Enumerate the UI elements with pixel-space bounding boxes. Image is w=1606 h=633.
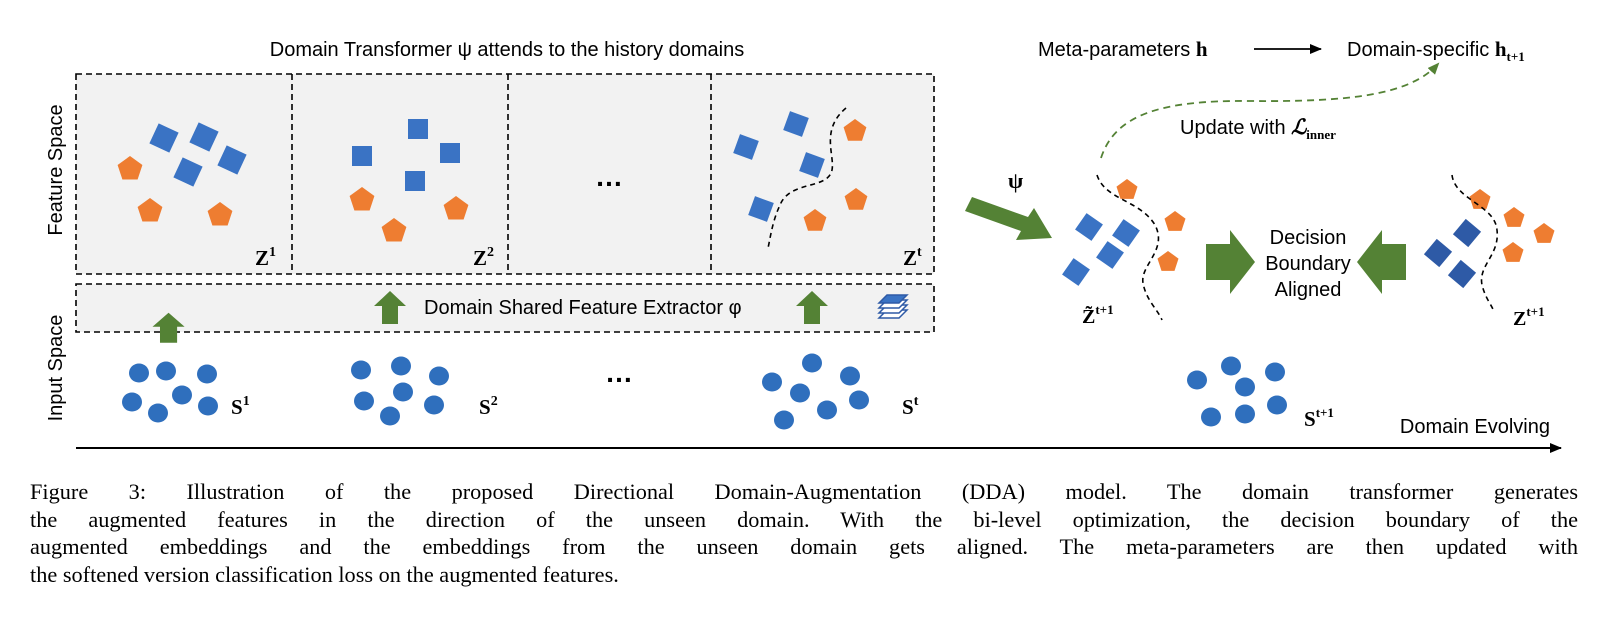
blue-square [217, 145, 247, 175]
input-set-st1 [1187, 356, 1287, 427]
panel-label-z2: Z2 [473, 245, 494, 270]
target-boundary-dashed [1451, 174, 1498, 313]
blue-square [352, 146, 372, 166]
orange-pentagon [137, 198, 163, 222]
dark-blue-square [1447, 259, 1477, 289]
figure-caption: Figure 3: Illustration of the proposed D… [30, 478, 1578, 588]
orange-pentagon [1502, 242, 1524, 262]
target-label: Zt+1 [1513, 304, 1545, 330]
orange-pentagon [443, 196, 469, 220]
caption-line: Figure 3: Illustration of the proposed D… [30, 479, 1578, 504]
blue-square [173, 157, 203, 187]
blue-square [799, 152, 825, 178]
blue-square [440, 143, 460, 163]
caption-line: the softened version classification loss… [30, 561, 619, 587]
feature-space-label: Feature Space [45, 104, 67, 235]
psi-arrow [965, 197, 1052, 240]
input-ellipsis: … [605, 357, 633, 388]
blue-square [1075, 213, 1103, 241]
feature-extractor-label: Domain Shared Feature Extractor φ [424, 297, 742, 319]
panel-z1-points [117, 122, 247, 226]
orange-pentagon [207, 202, 233, 226]
feature-extractor-box [75, 283, 935, 333]
panel-label-zt: Zt [903, 245, 922, 270]
input-label-s2: S2 [479, 394, 498, 419]
blue-square [189, 122, 219, 152]
psi-label: ψ [1008, 168, 1023, 193]
dark-blue-square [1423, 238, 1453, 268]
blue-square [405, 171, 425, 191]
blue-square [1062, 258, 1090, 286]
panel-label-z1: Z1 [255, 245, 276, 270]
layers-icon [877, 294, 909, 319]
blue-square [1096, 241, 1124, 269]
input-label-st1: St+1 [1304, 405, 1334, 431]
domain-specific-label: Domain-specific ht+1 [1347, 37, 1525, 64]
input-label-st: St [902, 394, 919, 419]
orange-pentagon [349, 187, 375, 211]
decision-line-1: Decision [1270, 227, 1347, 249]
diagram-title: Domain Transformer ψ attends to the hist… [270, 39, 744, 61]
green-up-arrow [152, 312, 185, 343]
blue-square [748, 196, 774, 222]
green-up-arrow [374, 291, 406, 324]
dark-blue-square [1452, 218, 1482, 248]
orange-pentagon [117, 156, 143, 180]
orange-pentagon [844, 188, 868, 210]
update-arrow-dashed [1100, 62, 1440, 159]
blue-square [408, 119, 428, 139]
orange-pentagon [381, 218, 407, 242]
green-right-arrow [1206, 230, 1255, 294]
update-label: Update with ℒinner [1180, 115, 1336, 142]
feature-space-box [75, 73, 935, 275]
input-space-label: Input Space [45, 315, 67, 422]
decision-boundary-dashed [767, 107, 847, 249]
orange-pentagon [1116, 179, 1138, 199]
input-set-s2 [351, 356, 449, 426]
decision-line-3: Aligned [1275, 279, 1342, 301]
blue-square [733, 134, 759, 160]
augmented-cluster [1062, 174, 1186, 321]
ddа-diagram: Domain Transformer ψ attends to the hist… [45, 37, 1562, 453]
input-label-s1: S1 [231, 394, 250, 419]
blue-square [149, 123, 179, 153]
meta-parameters-label: Meta-parameters h [1038, 37, 1208, 61]
augmented-label: Z̃t+1 [1082, 302, 1114, 328]
orange-pentagon [843, 119, 867, 141]
feature-panel-labels: Z1 Z2 … Zt [255, 161, 922, 270]
orange-pentagon [1164, 211, 1186, 231]
green-up-arrow [796, 291, 828, 324]
blue-square [783, 111, 809, 137]
panel-z2-points [349, 119, 469, 242]
caption-line: augmented embeddings and the embeddings … [30, 534, 1578, 559]
blue-square [1112, 219, 1140, 247]
target-cluster [1423, 174, 1555, 313]
orange-pentagon [803, 209, 827, 231]
green-left-arrow [1357, 230, 1406, 294]
input-set-st [762, 353, 869, 430]
panel-zt-points [733, 107, 868, 249]
orange-pentagon [1533, 223, 1555, 243]
domain-evolving-label: Domain Evolving [1400, 416, 1550, 438]
panel-ellipsis: … [595, 161, 623, 192]
decision-line-2: Boundary [1265, 253, 1351, 275]
orange-pentagon [1503, 207, 1525, 227]
input-set-s1 [122, 361, 218, 423]
caption-line: the augmented features in the direction … [30, 506, 1578, 532]
orange-pentagon [1469, 189, 1491, 209]
orange-pentagon [1157, 251, 1179, 271]
